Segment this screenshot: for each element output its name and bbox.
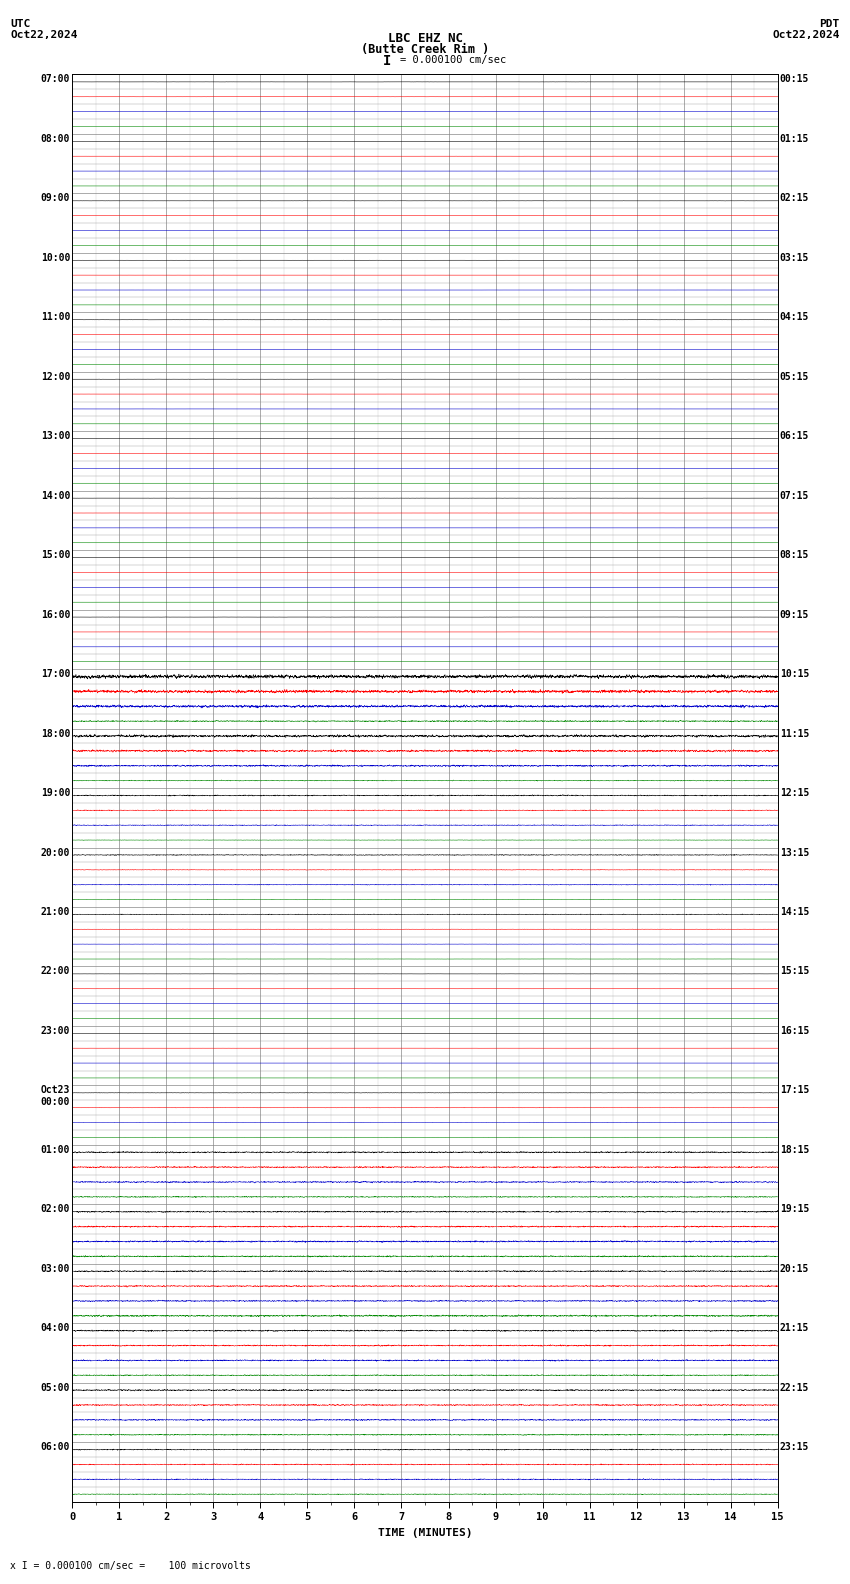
Text: 12:15: 12:15 xyxy=(779,787,809,798)
Text: 06:00: 06:00 xyxy=(41,1441,71,1453)
Text: 09:15: 09:15 xyxy=(779,610,809,619)
Text: 13:15: 13:15 xyxy=(779,847,809,857)
Text: I: I xyxy=(382,54,391,68)
Text: 02:00: 02:00 xyxy=(41,1204,71,1215)
Text: 21:15: 21:15 xyxy=(779,1323,809,1334)
Text: Oct23
00:00: Oct23 00:00 xyxy=(41,1085,71,1107)
Text: 23:15: 23:15 xyxy=(779,1441,809,1453)
Text: 19:15: 19:15 xyxy=(779,1204,809,1215)
Text: 11:00: 11:00 xyxy=(41,312,71,322)
Text: 07:15: 07:15 xyxy=(779,491,809,501)
Text: = 0.000100 cm/sec: = 0.000100 cm/sec xyxy=(400,55,506,65)
Text: Oct22,2024: Oct22,2024 xyxy=(10,30,77,40)
Text: x I = 0.000100 cm/sec =    100 microvolts: x I = 0.000100 cm/sec = 100 microvolts xyxy=(10,1562,251,1571)
Text: 18:15: 18:15 xyxy=(779,1145,809,1155)
Text: 01:00: 01:00 xyxy=(41,1145,71,1155)
Text: 03:00: 03:00 xyxy=(41,1264,71,1274)
Text: 15:00: 15:00 xyxy=(41,550,71,561)
X-axis label: TIME (MINUTES): TIME (MINUTES) xyxy=(377,1527,473,1538)
Text: 04:15: 04:15 xyxy=(779,312,809,322)
Text: 04:00: 04:00 xyxy=(41,1323,71,1334)
Text: 00:15: 00:15 xyxy=(779,74,809,84)
Text: 06:15: 06:15 xyxy=(779,431,809,442)
Text: 20:15: 20:15 xyxy=(779,1264,809,1274)
Text: 01:15: 01:15 xyxy=(779,135,809,144)
Text: UTC: UTC xyxy=(10,19,31,29)
Text: 02:15: 02:15 xyxy=(779,193,809,203)
Text: 17:15: 17:15 xyxy=(779,1085,809,1096)
Text: 19:00: 19:00 xyxy=(41,787,71,798)
Text: 10:00: 10:00 xyxy=(41,253,71,263)
Text: 23:00: 23:00 xyxy=(41,1026,71,1036)
Text: 05:00: 05:00 xyxy=(41,1383,71,1392)
Text: 11:15: 11:15 xyxy=(779,729,809,738)
Text: PDT: PDT xyxy=(819,19,840,29)
Text: 07:00: 07:00 xyxy=(41,74,71,84)
Text: 20:00: 20:00 xyxy=(41,847,71,857)
Text: 10:15: 10:15 xyxy=(779,668,809,680)
Text: 03:15: 03:15 xyxy=(779,253,809,263)
Text: 17:00: 17:00 xyxy=(41,668,71,680)
Text: (Butte Creek Rim ): (Butte Creek Rim ) xyxy=(361,43,489,55)
Text: 13:00: 13:00 xyxy=(41,431,71,442)
Text: 21:00: 21:00 xyxy=(41,908,71,917)
Text: 12:00: 12:00 xyxy=(41,372,71,382)
Text: Oct22,2024: Oct22,2024 xyxy=(773,30,840,40)
Text: 16:00: 16:00 xyxy=(41,610,71,619)
Text: 08:15: 08:15 xyxy=(779,550,809,561)
Text: 14:15: 14:15 xyxy=(779,908,809,917)
Text: 16:15: 16:15 xyxy=(779,1026,809,1036)
Text: 05:15: 05:15 xyxy=(779,372,809,382)
Text: 08:00: 08:00 xyxy=(41,135,71,144)
Text: 14:00: 14:00 xyxy=(41,491,71,501)
Text: 22:00: 22:00 xyxy=(41,966,71,976)
Text: 18:00: 18:00 xyxy=(41,729,71,738)
Text: 22:15: 22:15 xyxy=(779,1383,809,1392)
Text: LBC EHZ NC: LBC EHZ NC xyxy=(388,32,462,44)
Text: 15:15: 15:15 xyxy=(779,966,809,976)
Text: 09:00: 09:00 xyxy=(41,193,71,203)
